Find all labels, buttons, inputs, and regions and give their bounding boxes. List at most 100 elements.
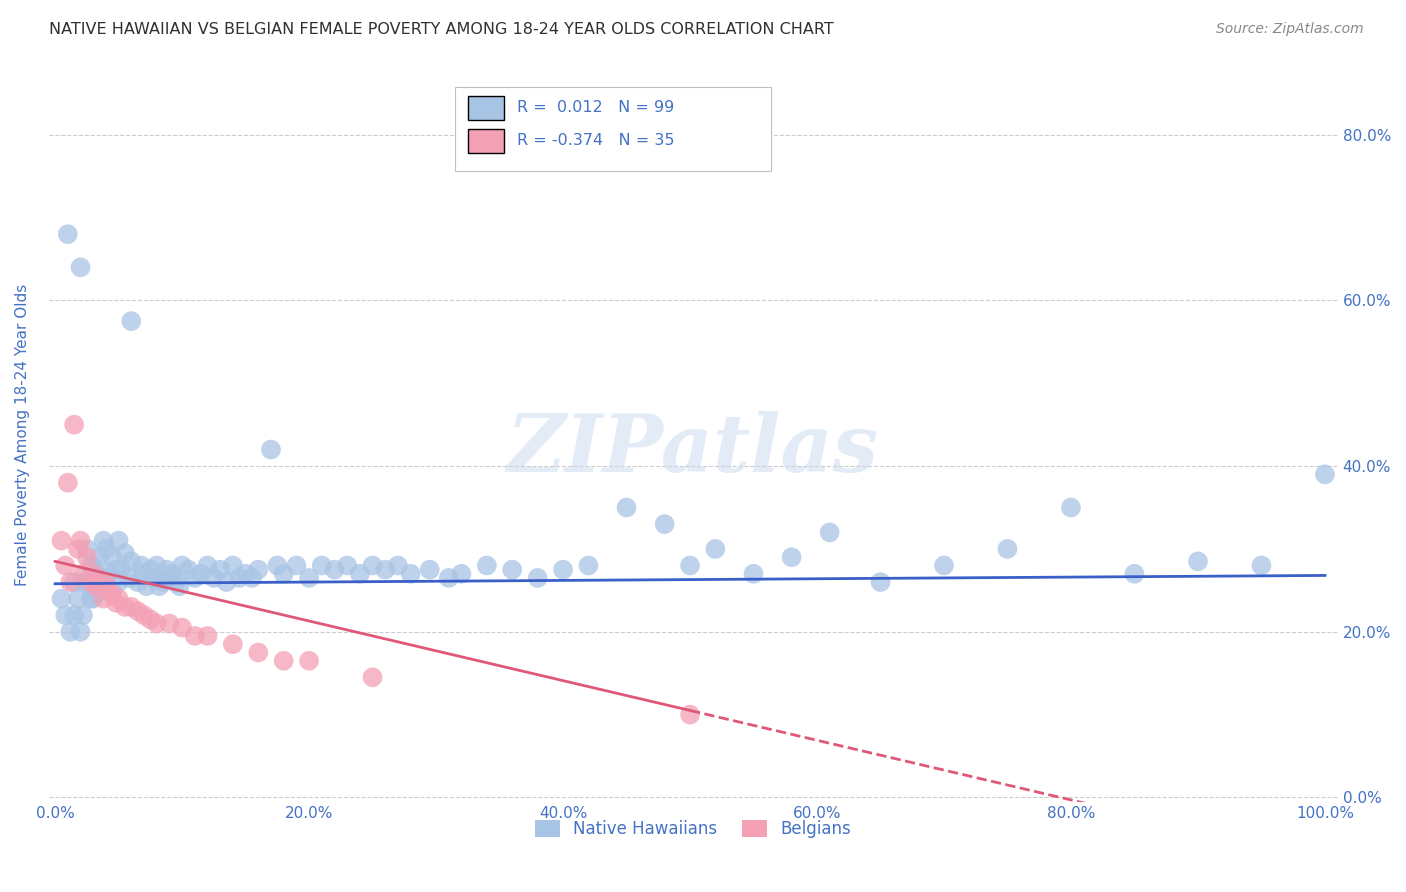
Native Hawaiians [704,541,727,556]
Native Hawaiians [997,541,1019,556]
Native Hawaiians [127,575,149,590]
Native Hawaiians [97,566,120,581]
Belgians [679,707,702,722]
Native Hawaiians [120,554,142,568]
Native Hawaiians [132,566,155,581]
Belgians [66,541,89,556]
Belgians [247,645,270,659]
Native Hawaiians [160,566,183,581]
Native Hawaiians [1123,566,1146,581]
Belgians [79,575,101,590]
Belgians [157,616,180,631]
Native Hawaiians [209,563,232,577]
Belgians [76,550,98,565]
Belgians [222,637,245,651]
Belgians [145,616,167,631]
Belgians [84,579,107,593]
Native Hawaiians [374,563,396,577]
Native Hawaiians [215,575,238,590]
Native Hawaiians [202,571,225,585]
Belgians [107,591,129,606]
Native Hawaiians [120,314,142,328]
Text: R =  0.012   N = 99: R = 0.012 N = 99 [516,100,673,115]
Belgians [197,629,219,643]
Native Hawaiians [72,608,94,623]
Native Hawaiians [1313,467,1336,482]
Native Hawaiians [94,541,117,556]
Belgians [172,621,194,635]
FancyBboxPatch shape [468,129,503,153]
Native Hawaiians [323,563,346,577]
Native Hawaiians [197,558,219,573]
Native Hawaiians [101,583,124,598]
Native Hawaiians [89,583,111,598]
Native Hawaiians [169,579,191,593]
Native Hawaiians [349,566,371,581]
Text: Source: ZipAtlas.com: Source: ZipAtlas.com [1216,22,1364,37]
Belgians [101,587,124,601]
Native Hawaiians [131,558,153,573]
Belgians [114,599,136,614]
Native Hawaiians [157,571,180,585]
Native Hawaiians [190,566,212,581]
Belgians [273,654,295,668]
Native Hawaiians [475,558,498,573]
Native Hawaiians [107,533,129,548]
Native Hawaiians [93,571,115,585]
Native Hawaiians [551,563,574,577]
Native Hawaiians [336,558,359,573]
Native Hawaiians [266,558,288,573]
Native Hawaiians [118,571,141,585]
Native Hawaiians [84,566,107,581]
Native Hawaiians [780,550,803,565]
Native Hawaiians [101,550,124,565]
Native Hawaiians [222,558,245,573]
FancyBboxPatch shape [454,87,770,171]
Native Hawaiians [63,608,86,623]
Native Hawaiians [184,571,207,585]
Native Hawaiians [145,558,167,573]
Belgians [132,608,155,623]
Belgians [127,604,149,618]
Legend: Native Hawaiians, Belgians: Native Hawaiians, Belgians [529,813,858,845]
Native Hawaiians [76,541,98,556]
Native Hawaiians [260,442,283,457]
Native Hawaiians [94,579,117,593]
Native Hawaiians [89,550,111,565]
Belgians [120,599,142,614]
Native Hawaiians [114,546,136,560]
Native Hawaiians [165,575,187,590]
Native Hawaiians [79,558,101,573]
Native Hawaiians [63,575,86,590]
Native Hawaiians [235,566,257,581]
Belgians [53,558,76,573]
Native Hawaiians [172,558,194,573]
Native Hawaiians [679,558,702,573]
Text: NATIVE HAWAIIAN VS BELGIAN FEMALE POVERTY AMONG 18-24 YEAR OLDS CORRELATION CHAR: NATIVE HAWAIIAN VS BELGIAN FEMALE POVERT… [49,22,834,37]
Native Hawaiians [177,563,200,577]
Native Hawaiians [110,563,132,577]
Native Hawaiians [501,563,523,577]
Native Hawaiians [654,517,676,532]
Native Hawaiians [240,571,263,585]
Belgians [63,417,86,432]
Belgians [93,591,115,606]
Belgians [361,670,384,684]
Native Hawaiians [387,558,409,573]
Text: R = -0.374   N = 35: R = -0.374 N = 35 [516,133,673,148]
Native Hawaiians [1250,558,1272,573]
Native Hawaiians [51,591,73,606]
Belgians [184,629,207,643]
Text: ZIPatlas: ZIPatlas [508,411,879,489]
Native Hawaiians [247,563,270,577]
Native Hawaiians [298,571,321,585]
Native Hawaiians [311,558,333,573]
Native Hawaiians [105,563,128,577]
Belgians [298,654,321,668]
Native Hawaiians [59,624,82,639]
Native Hawaiians [285,558,308,573]
Native Hawaiians [932,558,955,573]
Native Hawaiians [84,587,107,601]
Native Hawaiians [93,533,115,548]
Native Hawaiians [869,575,891,590]
